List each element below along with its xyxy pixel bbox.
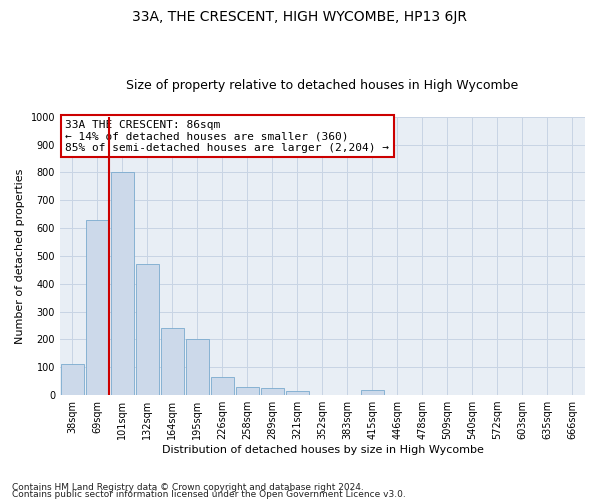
Title: Size of property relative to detached houses in High Wycombe: Size of property relative to detached ho… (127, 79, 518, 92)
Bar (286, 391, 309, 395)
Y-axis label: Number of detached properties: Number of detached properties (15, 168, 25, 344)
Text: Contains HM Land Registry data © Crown copyright and database right 2024.: Contains HM Land Registry data © Crown c… (12, 484, 364, 492)
Bar (186, 340, 209, 395)
Bar (236, 386, 259, 395)
Bar (136, 264, 158, 395)
Bar (61, 364, 83, 395)
Text: 33A, THE CRESCENT, HIGH WYCOMBE, HP13 6JR: 33A, THE CRESCENT, HIGH WYCOMBE, HP13 6J… (133, 10, 467, 24)
Text: 33A THE CRESCENT: 86sqm
← 14% of detached houses are smaller (360)
85% of semi-d: 33A THE CRESCENT: 86sqm ← 14% of detache… (65, 120, 389, 153)
Bar (86, 220, 109, 395)
Bar (161, 328, 184, 395)
X-axis label: Distribution of detached houses by size in High Wycombe: Distribution of detached houses by size … (161, 445, 484, 455)
Text: Contains public sector information licensed under the Open Government Licence v3: Contains public sector information licen… (12, 490, 406, 499)
Bar (361, 390, 384, 395)
Bar (261, 388, 284, 395)
Bar (111, 172, 134, 395)
Bar (211, 377, 233, 395)
